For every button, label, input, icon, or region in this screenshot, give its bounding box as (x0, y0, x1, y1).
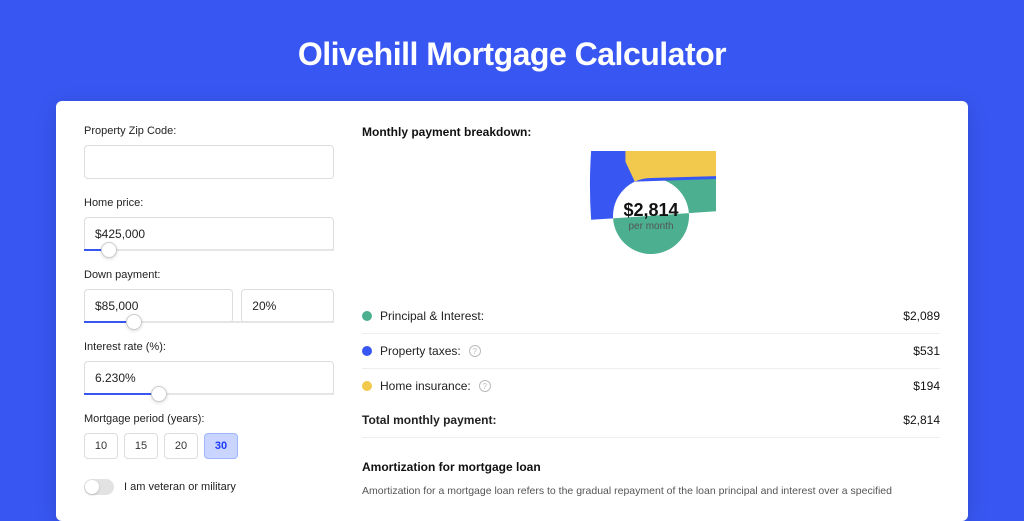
down-payment-field: Down payment: (84, 269, 334, 323)
down-payment-slider[interactable] (84, 321, 334, 323)
breakdown-row: Principal & Interest: $2,089 (362, 299, 940, 334)
breakdown-label: Principal & Interest: (380, 309, 484, 323)
donut-chart: $2,814 per month (586, 151, 716, 281)
zip-field: Property Zip Code: (84, 125, 334, 179)
zip-label: Property Zip Code: (84, 125, 334, 137)
info-icon[interactable]: ? (469, 345, 481, 357)
breakdown-value: $194 (913, 379, 940, 393)
breakdown-title: Monthly payment breakdown: (362, 125, 940, 139)
period-label: Mortgage period (years): (84, 413, 334, 425)
legend-dot (362, 381, 372, 391)
down-payment-percent-input[interactable] (241, 289, 334, 323)
period-button-20[interactable]: 20 (164, 433, 198, 459)
page-title: Olivehill Mortgage Calculator (56, 36, 968, 73)
legend-dot (362, 346, 372, 356)
home-price-field: Home price: (84, 197, 334, 251)
breakdown-label: Home insurance: (380, 379, 471, 393)
calculator-card: Property Zip Code: Home price: Down paym… (56, 101, 968, 521)
info-icon[interactable]: ? (479, 380, 491, 392)
donut-center: $2,814 per month (586, 151, 716, 281)
interest-field: Interest rate (%): (84, 341, 334, 395)
breakdown-value: $531 (913, 344, 940, 358)
amortization-text: Amortization for a mortgage loan refers … (362, 484, 940, 500)
down-payment-label: Down payment: (84, 269, 334, 281)
inputs-column: Property Zip Code: Home price: Down paym… (84, 125, 334, 497)
breakdown-row: Home insurance:? $194 (362, 369, 940, 403)
donut-wrap: $2,814 per month (362, 151, 940, 281)
donut-sub: per month (628, 221, 673, 232)
interest-label: Interest rate (%): (84, 341, 334, 353)
breakdown-column: Monthly payment breakdown: $2,814 per mo… (362, 125, 940, 497)
interest-slider[interactable] (84, 393, 334, 395)
toggle-knob (85, 480, 99, 494)
veteran-toggle[interactable] (84, 479, 114, 495)
home-price-input[interactable] (84, 217, 334, 251)
total-label: Total monthly payment: (362, 413, 496, 427)
total-value: $2,814 (903, 413, 940, 427)
period-field: Mortgage period (years): 10152030 (84, 413, 334, 459)
period-button-10[interactable]: 10 (84, 433, 118, 459)
amortization-title: Amortization for mortgage loan (362, 460, 940, 474)
period-button-30[interactable]: 30 (204, 433, 238, 459)
legend-dot (362, 311, 372, 321)
donut-amount: $2,814 (623, 200, 678, 221)
zip-input[interactable] (84, 145, 334, 179)
down-payment-amount-input[interactable] (84, 289, 233, 323)
total-row: Total monthly payment: $2,814 (362, 403, 940, 438)
home-price-slider[interactable] (84, 249, 334, 251)
breakdown-row: Property taxes:? $531 (362, 334, 940, 369)
period-button-15[interactable]: 15 (124, 433, 158, 459)
interest-input[interactable] (84, 361, 334, 395)
veteran-toggle-row: I am veteran or military (84, 479, 334, 495)
home-price-label: Home price: (84, 197, 334, 209)
breakdown-label: Property taxes: (380, 344, 461, 358)
veteran-label: I am veteran or military (124, 481, 236, 493)
breakdown-value: $2,089 (903, 309, 940, 323)
